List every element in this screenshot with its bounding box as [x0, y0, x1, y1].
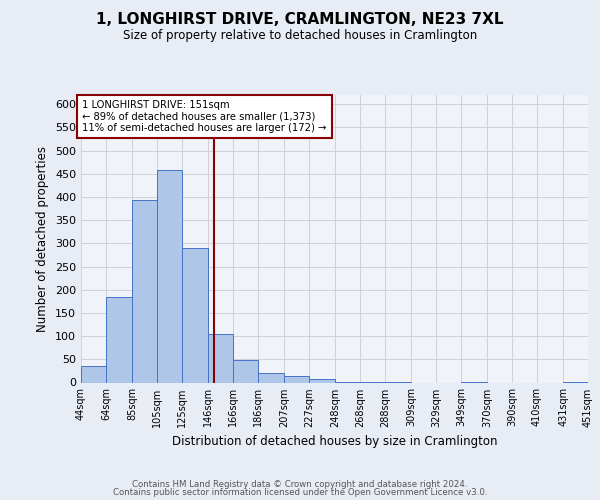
Text: 1, LONGHIRST DRIVE, CRAMLINGTON, NE23 7XL: 1, LONGHIRST DRIVE, CRAMLINGTON, NE23 7X… [96, 12, 504, 28]
Bar [258, 373, 284, 382]
Bar [284, 376, 309, 382]
Bar [233, 360, 258, 382]
Y-axis label: Number of detached properties: Number of detached properties [37, 146, 49, 332]
Text: 1 LONGHIRST DRIVE: 151sqm
← 89% of detached houses are smaller (1,373)
11% of se: 1 LONGHIRST DRIVE: 151sqm ← 89% of detac… [82, 100, 326, 133]
Bar [106, 296, 132, 382]
Bar [309, 379, 335, 382]
Bar [81, 366, 106, 382]
Text: Contains public sector information licensed under the Open Government Licence v3: Contains public sector information licen… [113, 488, 487, 497]
X-axis label: Distribution of detached houses by size in Cramlington: Distribution of detached houses by size … [172, 435, 497, 448]
Bar [182, 248, 208, 382]
Bar [132, 200, 157, 382]
Text: Size of property relative to detached houses in Cramlington: Size of property relative to detached ho… [123, 29, 477, 42]
Text: Contains HM Land Registry data © Crown copyright and database right 2024.: Contains HM Land Registry data © Crown c… [132, 480, 468, 489]
Bar [157, 170, 182, 382]
Bar [208, 334, 233, 382]
